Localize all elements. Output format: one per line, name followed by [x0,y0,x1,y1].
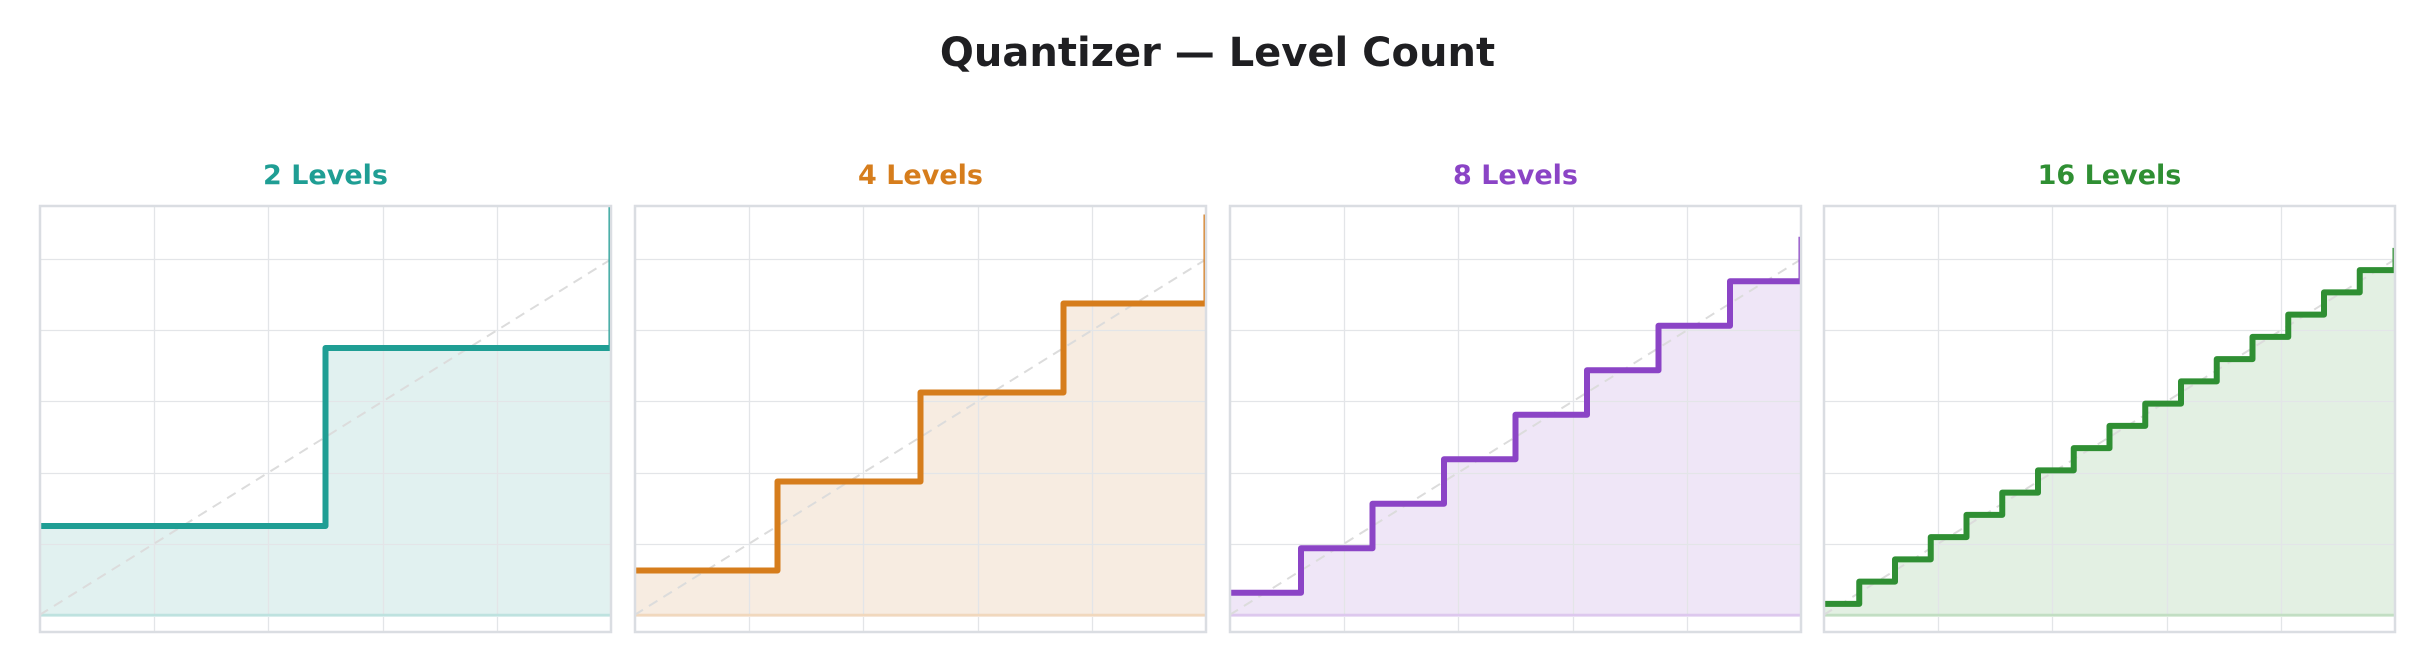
reference-diagonal [1230,258,1801,616]
reference-diagonal [635,258,1206,616]
plot-2-levels [38,204,613,634]
panel-title-16-levels: 16 Levels [2037,160,2182,191]
panel-title-8-levels: 8 Levels [1453,160,1578,191]
panel-title-2-levels: 2 Levels [263,160,388,191]
plot-16-levels [1822,204,2397,634]
plot-8-levels [1228,204,1803,634]
plot-4-levels [633,204,1208,634]
quantizer-step-line [1824,247,2395,607]
chart-title: Quantizer — Level Count [939,30,1496,76]
panel-title-4-levels: 4 Levels [858,160,983,191]
panel-frame [633,204,1208,634]
reference-diagonal [40,258,611,616]
quantizer-step-line [1230,236,1801,596]
quantizer-step-line [40,206,611,529]
panel-frame [1822,204,2397,634]
panel-frame [38,204,613,634]
panel-frame [1228,204,1803,634]
reference-diagonal [1824,258,2395,616]
quantizer-step-line [635,214,1206,574]
